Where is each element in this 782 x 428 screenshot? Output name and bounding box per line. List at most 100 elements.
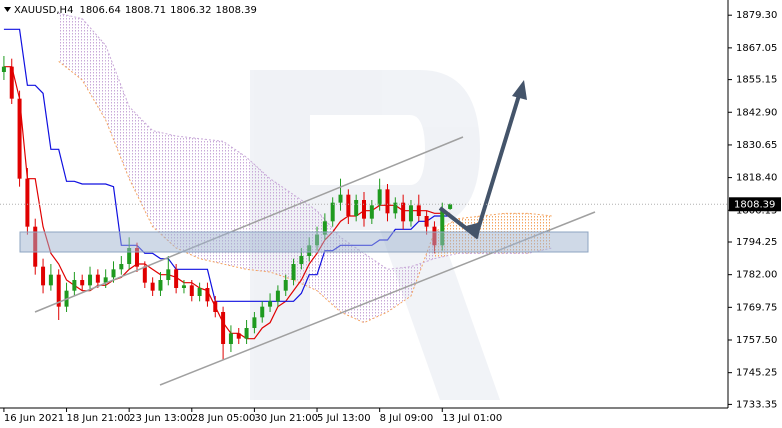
candle-body xyxy=(166,269,171,280)
cloud-edge xyxy=(58,12,552,270)
candle-body xyxy=(338,194,343,203)
candle-body xyxy=(150,282,155,291)
candle-body xyxy=(346,194,351,216)
candle-body xyxy=(275,290,280,302)
candle-body xyxy=(17,98,22,179)
candle-body xyxy=(322,221,327,235)
candle-body xyxy=(181,285,186,288)
candle-body xyxy=(119,264,124,270)
candle-body xyxy=(354,200,359,216)
candle-body xyxy=(401,202,406,222)
x-tick-label: 23 Jun 13:00 xyxy=(129,413,193,424)
cloud-segment xyxy=(58,13,83,80)
candle-body xyxy=(283,280,288,291)
candle-body xyxy=(205,288,210,302)
x-tick-label: 13 Jul 01:00 xyxy=(442,413,502,424)
candle-body xyxy=(127,248,132,264)
annotations xyxy=(19,80,596,386)
y-tick-label: 1830.65 xyxy=(736,140,777,151)
candle-body xyxy=(103,277,108,283)
candle-body xyxy=(142,266,147,283)
open-value: 1806.64 xyxy=(79,5,120,16)
close-value: 1808.39 xyxy=(216,5,257,16)
support-zone xyxy=(19,231,589,253)
cloud-segment xyxy=(364,253,388,323)
candle-body xyxy=(158,280,163,291)
candle-body xyxy=(385,189,390,214)
high-value: 1808.71 xyxy=(125,5,166,16)
menu-icon xyxy=(4,7,11,12)
candle-body xyxy=(9,66,14,99)
cloud-segment xyxy=(340,237,364,323)
candle-body xyxy=(221,312,226,344)
y-tick-label: 1794.25 xyxy=(736,237,777,248)
candle-body xyxy=(95,274,100,283)
x-tick-label: 8 Jul 09:00 xyxy=(380,413,434,424)
channel-line xyxy=(34,136,464,313)
low-value: 1806.32 xyxy=(170,5,211,16)
candle-body xyxy=(424,216,429,227)
cloud-segment xyxy=(129,106,153,227)
candle-body xyxy=(72,280,77,291)
candle-body xyxy=(440,210,445,246)
arrow-head xyxy=(512,80,527,100)
chart-title: XAUUSD,H4 xyxy=(14,5,73,16)
candle-body xyxy=(88,274,93,286)
candle-body xyxy=(111,269,116,278)
x-tick-label: 5 Jul 13:00 xyxy=(317,413,371,424)
cloud-segment xyxy=(82,18,106,121)
candle-body xyxy=(330,202,335,222)
y-tick-label: 1842.90 xyxy=(736,107,777,118)
y-tick-label: 1855.15 xyxy=(736,75,777,86)
candle-body xyxy=(1,66,6,72)
candle-body xyxy=(213,301,218,312)
candle-body xyxy=(56,274,61,307)
x-tick-label: 28 Jun 05:00 xyxy=(192,413,256,424)
candle-body xyxy=(228,333,233,344)
candle-body xyxy=(189,285,194,296)
candle-body xyxy=(25,178,30,227)
candle-body xyxy=(393,202,398,214)
candle-body xyxy=(174,269,179,288)
candle-body xyxy=(41,266,46,286)
y-tick-label: 1757.50 xyxy=(736,335,777,346)
y-tick-label: 1733.35 xyxy=(736,399,777,410)
y-tick-label: 1782.00 xyxy=(736,270,777,281)
candle-body xyxy=(244,328,249,339)
candle-body xyxy=(252,317,257,328)
candle-body xyxy=(408,205,413,222)
candle-body xyxy=(80,280,85,286)
candle-body xyxy=(299,256,304,264)
candle-body xyxy=(369,205,374,219)
last-price-label: 1808.39 xyxy=(734,199,775,210)
candle-body xyxy=(377,189,382,206)
cloud-segment xyxy=(410,232,435,296)
candle-body xyxy=(448,204,453,209)
cloud-segment xyxy=(270,178,294,280)
x-tick-label: 30 Jun 21:00 xyxy=(254,413,318,424)
candle-body xyxy=(416,205,421,216)
y-tick-label: 1879.30 xyxy=(736,10,777,21)
y-tick-label: 1867.05 xyxy=(736,43,777,54)
arrow-head xyxy=(466,222,481,239)
indicator-line xyxy=(3,66,451,340)
y-tick-label: 1745.25 xyxy=(736,368,777,379)
candle-body xyxy=(362,200,366,219)
x-tick-label: 16 Jun 2021 xyxy=(4,413,64,424)
x-tick-label: 18 Jun 21:00 xyxy=(67,413,131,424)
candle-body xyxy=(260,306,265,318)
chart-header: XAUUSD,H4 1806.64 1808.71 1806.32 1808.39 xyxy=(14,5,257,16)
cloud-segment xyxy=(105,45,130,179)
y-tick-label: 1769.75 xyxy=(736,302,777,313)
last-price-box xyxy=(729,197,781,212)
candle-body xyxy=(134,248,139,267)
candle-body xyxy=(48,274,53,286)
candle-body xyxy=(236,333,241,339)
candle-body xyxy=(268,301,273,307)
y-tick-label: 1818.40 xyxy=(736,173,777,184)
cloud-segment xyxy=(176,136,200,259)
candle-body xyxy=(291,264,296,280)
candle-body xyxy=(197,288,202,296)
cloud-segment xyxy=(152,130,177,248)
